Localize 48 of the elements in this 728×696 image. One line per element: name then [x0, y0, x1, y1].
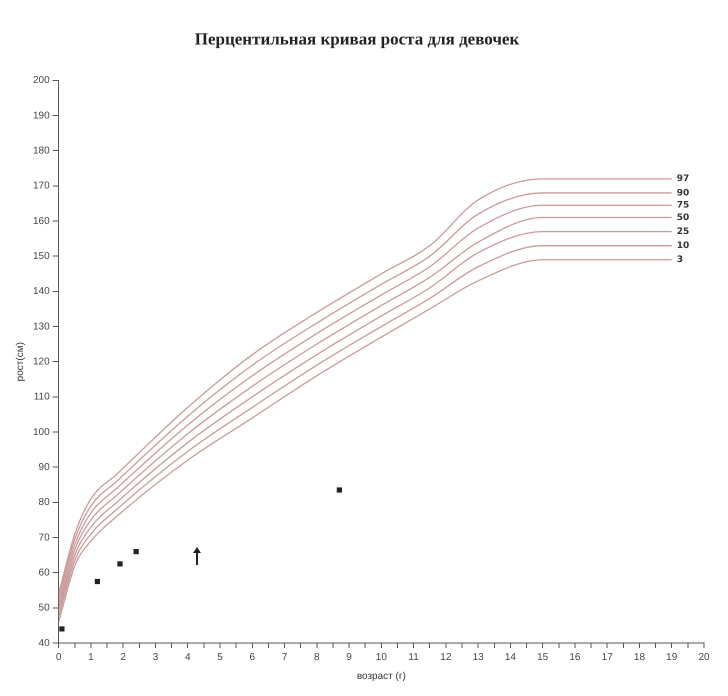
chart-title: Перцентильная кривая роста для девочек — [194, 30, 520, 49]
x-tick-label: 2 — [120, 652, 126, 663]
x-tick-label: 16 — [569, 652, 581, 663]
y-tick-label: 80 — [38, 497, 50, 508]
x-tick-label: 17 — [602, 652, 614, 663]
x-tick-label: 8 — [314, 652, 320, 663]
y-axis-title: рост(см) — [14, 342, 26, 382]
x-tick-label: 6 — [250, 652, 256, 663]
y-tick-label: 90 — [38, 462, 50, 473]
x-tick-label: 5 — [217, 652, 224, 663]
y-tick-label: 60 — [38, 567, 50, 578]
x-axis-title: возраст (г) — [356, 670, 406, 682]
x-tick-label: 15 — [537, 652, 549, 663]
x-tick-label: 18 — [634, 652, 646, 663]
y-tick-label: 180 — [32, 145, 50, 156]
series-label: 50 — [676, 212, 690, 223]
y-tick-label: 190 — [32, 110, 50, 122]
x-tick-label: 9 — [346, 652, 352, 663]
x-tick-label: 11 — [408, 652, 420, 663]
x-tick-label: 3 — [152, 652, 159, 663]
series-label: 25 — [676, 226, 690, 237]
x-tick-label: 4 — [184, 652, 191, 663]
y-tick-label: 110 — [34, 392, 50, 403]
y-tick-label: 200 — [32, 75, 50, 86]
y-tick-label: 40 — [38, 638, 50, 649]
series-label: 97 — [676, 174, 690, 184]
x-tick-label: 1 — [88, 652, 94, 663]
x-tick-label: 13 — [472, 652, 484, 663]
y-tick-label: 70 — [38, 532, 50, 544]
y-tick-label: 140 — [32, 286, 50, 298]
y-tick-label: 120 — [32, 356, 50, 368]
x-tick-label: 0 — [56, 652, 62, 663]
x-tick-label: 7 — [282, 652, 288, 663]
y-tick-label: 160 — [32, 216, 50, 227]
x-tick-label: 10 — [376, 652, 388, 663]
x-tick-label: 14 — [504, 652, 516, 663]
series-label: 90 — [676, 188, 690, 198]
y-tick-label: 170 — [32, 180, 50, 192]
x-tick-label: 12 — [440, 652, 452, 663]
y-tick-label: 130 — [32, 321, 50, 332]
y-tick-label: 100 — [32, 426, 50, 438]
y-tick-label: 50 — [38, 602, 50, 614]
y-tick-label: 150 — [32, 250, 50, 262]
series-label: 10 — [676, 241, 690, 252]
x-tick-label: 20 — [698, 652, 710, 663]
x-tick-label: 19 — [666, 652, 678, 663]
series-label: 75 — [676, 200, 690, 211]
series-label: 3 — [676, 255, 683, 266]
